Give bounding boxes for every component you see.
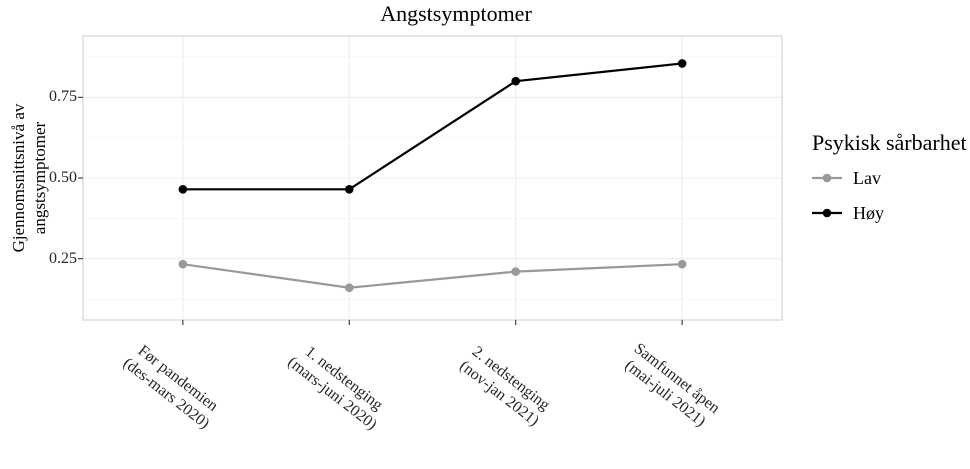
legend-item-label: Høy [853, 202, 884, 223]
chart-title: Angstsymptomer [380, 1, 532, 26]
data-point-høy [511, 76, 521, 86]
legend-items: Lav Høy [812, 168, 970, 223]
data-point-lav [677, 259, 687, 269]
data-point-høy [178, 184, 188, 194]
legend-item-høy: Høy [812, 203, 970, 223]
legend-item-lav: Lav [812, 168, 970, 188]
data-point-lav [344, 283, 354, 293]
plot-panel [78, 35, 783, 325]
series-line-lav [182, 263, 683, 289]
legend-key-icon [812, 173, 842, 183]
legend: Psykisk sårbarhet Lav Høy [812, 130, 970, 238]
legend-title: Psykisk sårbarhet [812, 130, 967, 155]
y-tick-label: 0.50 [49, 169, 77, 186]
legend-key-icon [812, 208, 842, 218]
data-point-lav [511, 267, 521, 276]
anxiety-symptoms-line-chart: Angstsymptomer Gjennomsnittsnivå av angs… [9, 1, 970, 434]
y-tick-label: 0.25 [49, 249, 77, 267]
legend-item-label: Lav [853, 167, 881, 188]
y-tick-label: 0.75 [49, 88, 77, 106]
data-point-høy [677, 59, 687, 68]
data-point-lav [178, 259, 188, 269]
data-point-høy [344, 184, 354, 194]
series-line-høy [182, 62, 683, 191]
